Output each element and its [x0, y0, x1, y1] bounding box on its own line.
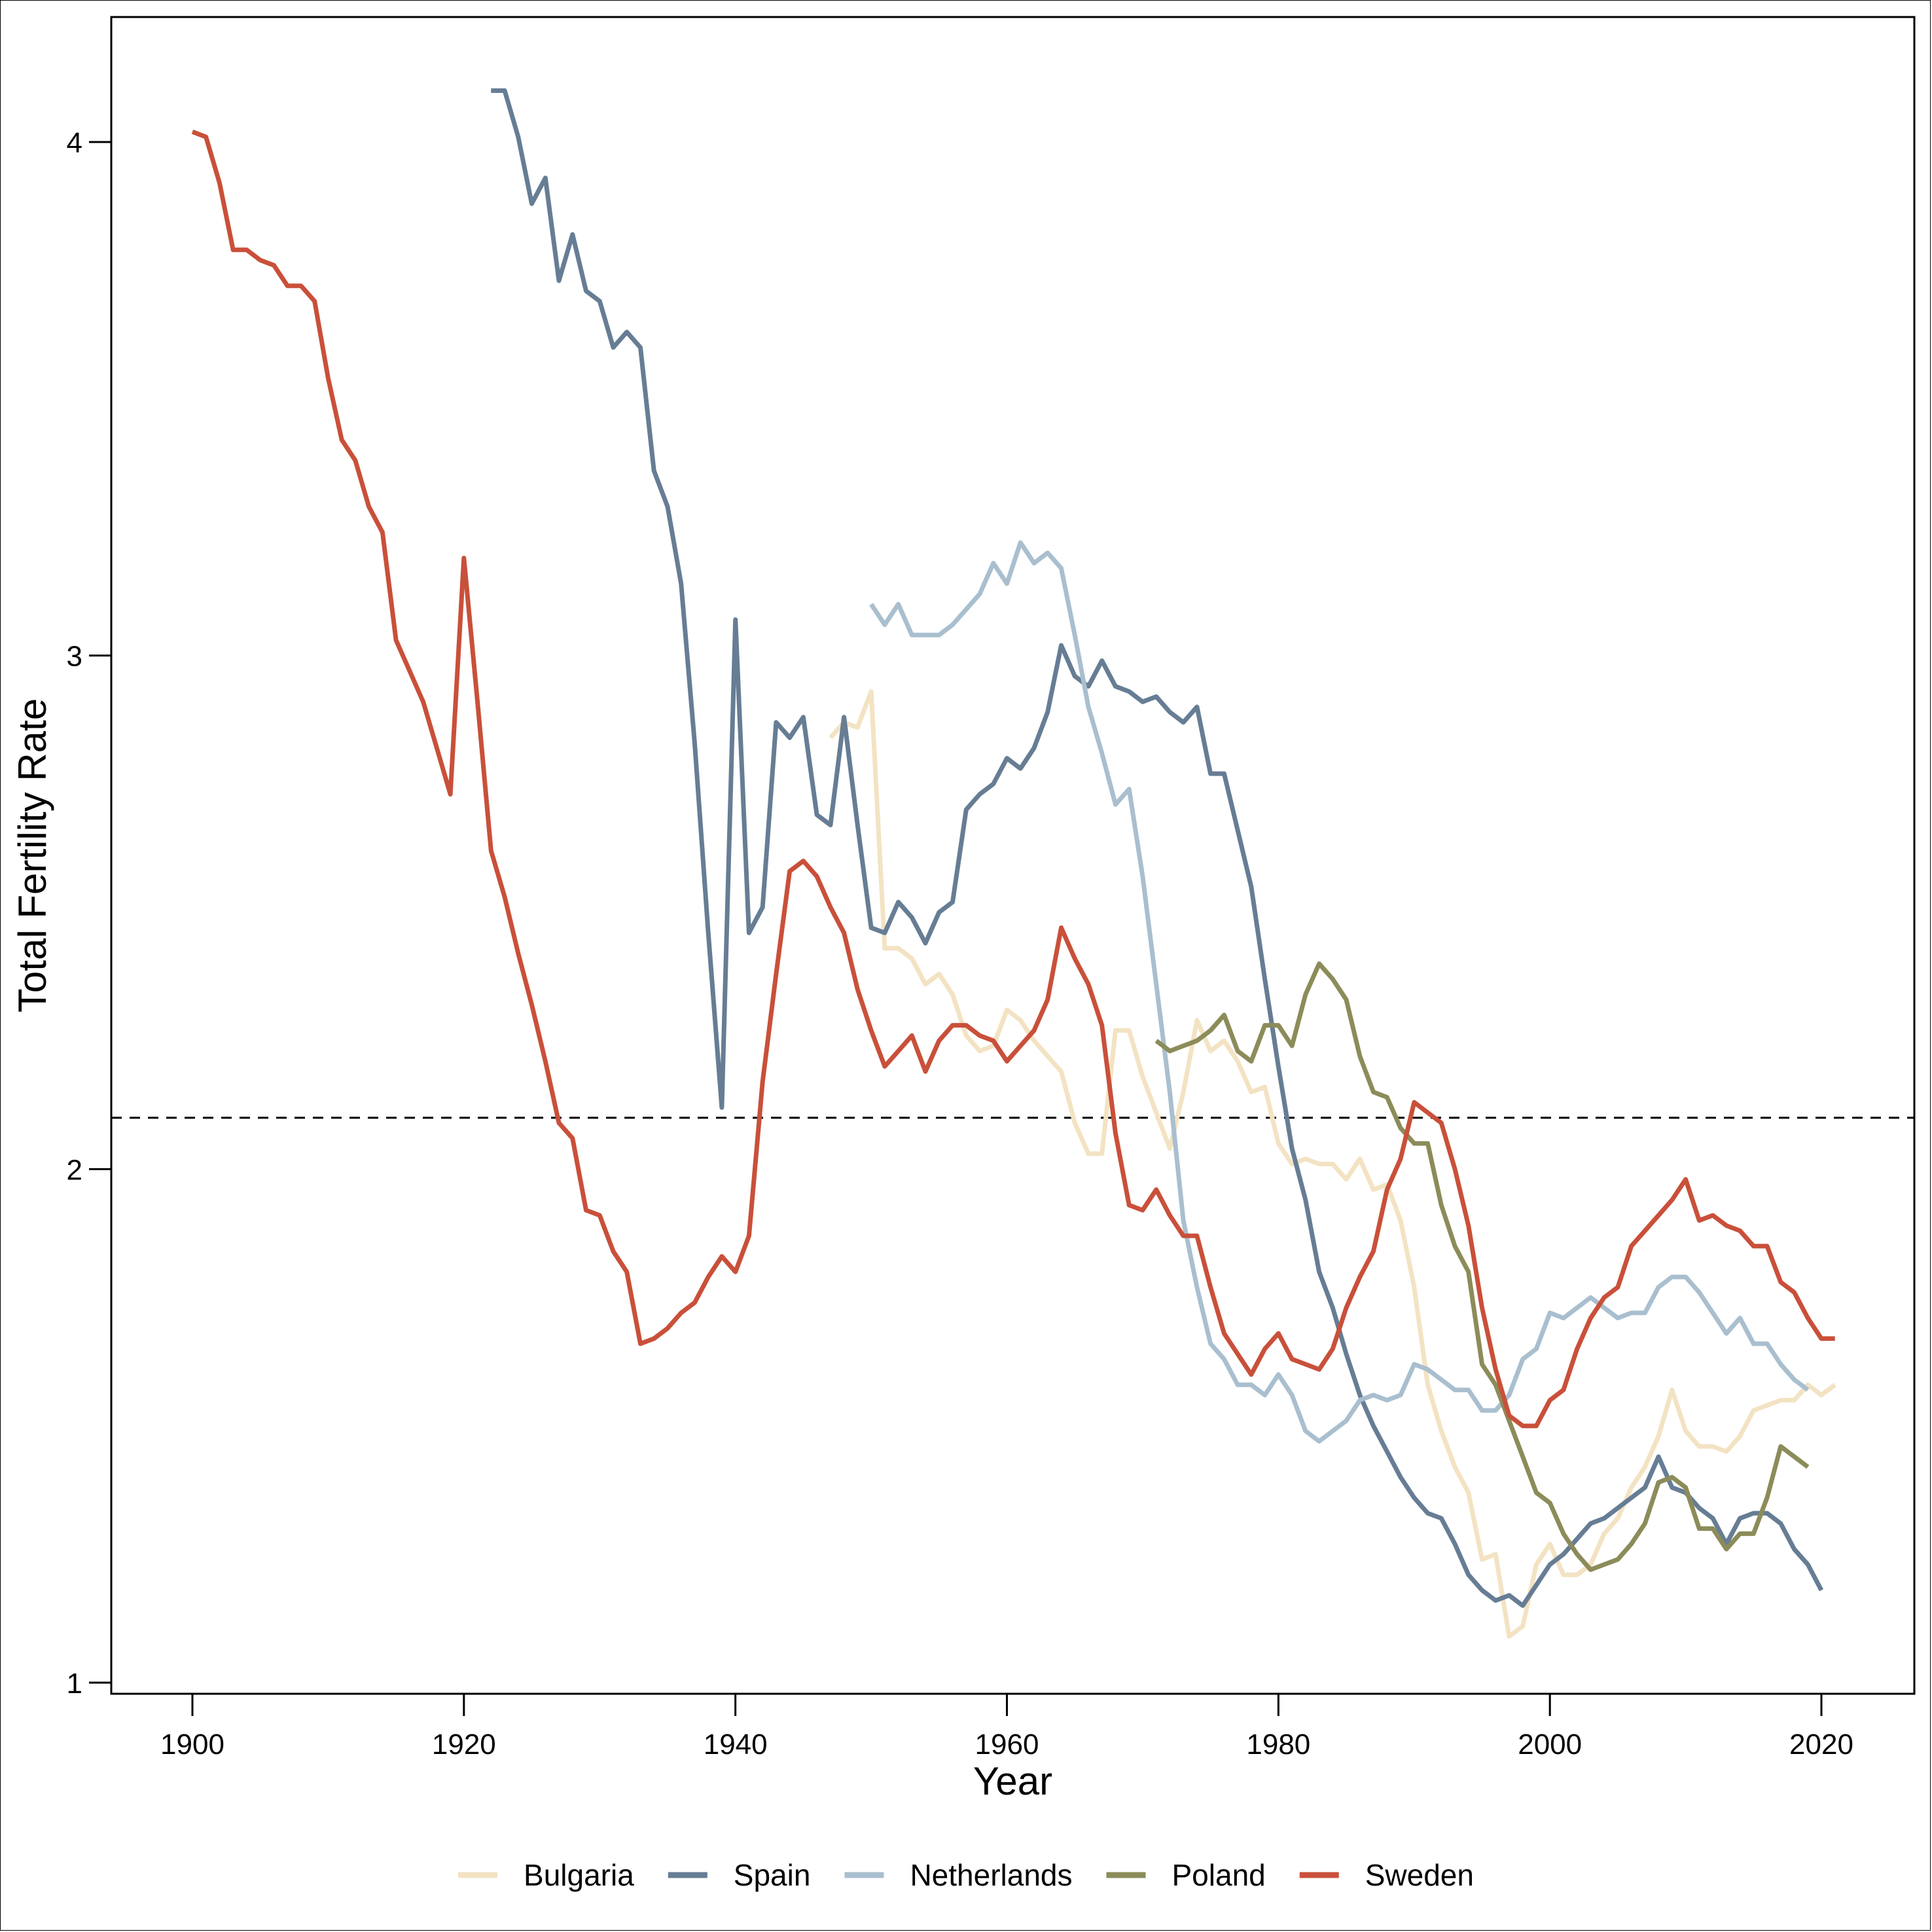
legend-label-spain: Spain — [734, 1858, 811, 1892]
x-tick-label: 2000 — [1518, 1728, 1582, 1761]
y-tick-label: 4 — [67, 127, 82, 159]
legend-label-sweden: Sweden — [1365, 1858, 1474, 1892]
x-tick-label: 1980 — [1246, 1728, 1310, 1761]
x-tick-label: 1940 — [704, 1728, 768, 1761]
y-axis-title: Total Fertility Rate — [10, 698, 54, 1012]
series-line-netherlands — [869, 540, 1810, 1444]
x-tick-label: 2020 — [1789, 1728, 1853, 1761]
legend-label-netherlands: Netherlands — [910, 1858, 1072, 1892]
plot-border — [110, 16, 1916, 1695]
series-line-poland — [1154, 961, 1810, 1572]
series-line-spain — [491, 88, 1824, 1608]
y-tick-label: 1 — [67, 1668, 82, 1700]
x-tick-label: 1900 — [160, 1728, 224, 1761]
legend-label-poland: Poland — [1172, 1858, 1266, 1892]
x-axis-title: Year — [973, 1759, 1052, 1803]
x-tick-label: 1920 — [432, 1728, 496, 1761]
series-line-bulgaria — [829, 689, 1836, 1639]
y-tick-label: 3 — [67, 641, 82, 673]
y-tick-label: 2 — [67, 1154, 82, 1186]
x-tick-label: 1960 — [975, 1728, 1039, 1761]
series-line-sweden — [191, 130, 1835, 1429]
legend-label-bulgaria: Bulgaria — [524, 1858, 634, 1892]
